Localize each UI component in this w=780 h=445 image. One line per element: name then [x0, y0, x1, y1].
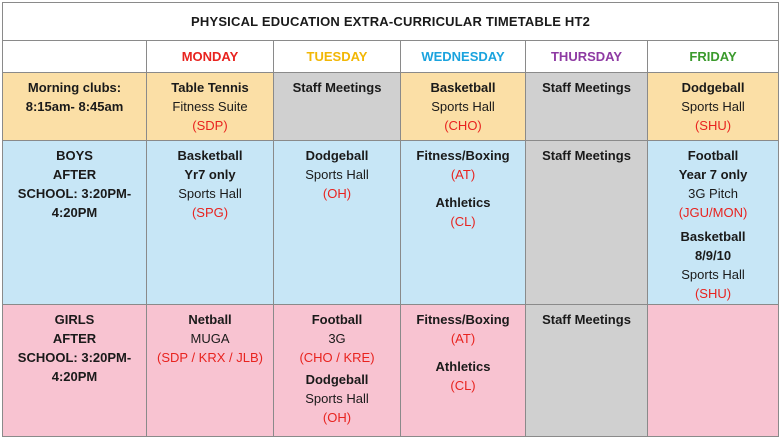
- day-header-monday: MONDAY: [146, 40, 274, 73]
- activity-name: Athletics: [435, 195, 491, 210]
- label-line: BOYS: [56, 148, 93, 163]
- label-line: GIRLS: [54, 312, 95, 327]
- label-line: SCHOOL: 3:20PM-: [17, 186, 132, 201]
- venue: Sports Hall: [178, 186, 242, 201]
- cell-boys-wednesday: Fitness/Boxing (AT) Athletics (CL): [400, 140, 526, 305]
- cell-girls-thursday: Staff Meetings: [525, 304, 648, 437]
- label-line: AFTER: [52, 167, 97, 182]
- row-label-morning: Morning clubs: 8:15am- 8:45am: [2, 72, 147, 141]
- label-line: Morning clubs:: [27, 80, 122, 95]
- activity-detail: 8/9/10: [694, 248, 732, 263]
- staff-code: (CL): [450, 378, 476, 393]
- cell-girls-tuesday: Football 3G (CHO / KRE) Dodgeball Sports…: [273, 304, 401, 437]
- staff-code: (CHO / KRE): [299, 350, 375, 365]
- venue: 3G Pitch: [688, 186, 738, 201]
- cell-morning-tuesday: Staff Meetings: [273, 72, 401, 141]
- cell-boys-monday: Basketball Yr7 only Sports Hall (SPG): [146, 140, 274, 305]
- venue: Fitness Suite: [172, 99, 248, 114]
- activity-name: Fitness/Boxing: [416, 312, 510, 327]
- girls-row: GIRLS AFTER SCHOOL: 3:20PM- 4:20PM Netba…: [2, 304, 780, 437]
- label-line: 4:20PM: [51, 205, 98, 220]
- activity-name: Staff Meetings: [542, 80, 631, 95]
- corner-cell: [2, 40, 147, 73]
- activity-name: Basketball: [680, 229, 746, 244]
- staff-code: (JGU/MON): [678, 205, 748, 220]
- title-row: PHYSICAL EDUCATION EXTRA-CURRICULAR TIME…: [1, 2, 780, 41]
- activity-name: Fitness/Boxing: [416, 148, 510, 163]
- staff-code: (SPG): [191, 205, 229, 220]
- activity-detail: Yr7 only: [184, 167, 236, 182]
- venue: Sports Hall: [305, 391, 369, 406]
- page-title: PHYSICAL EDUCATION EXTRA-CURRICULAR TIME…: [1, 2, 780, 41]
- cell-girls-friday: [646, 304, 780, 437]
- row-label-girls: GIRLS AFTER SCHOOL: 3:20PM- 4:20PM: [2, 304, 147, 437]
- day-header-tuesday: TUESDAY: [273, 40, 401, 73]
- morning-row: Morning clubs: 8:15am- 8:45am Table Tenn…: [2, 72, 780, 141]
- activity-name: Dodgeball: [681, 80, 745, 95]
- cell-morning-friday: Dodgeball Sports Hall (SHU): [646, 72, 780, 141]
- activity-name: Basketball: [430, 80, 496, 95]
- boys-row: BOYS AFTER SCHOOL: 3:20PM- 4:20PM Basket…: [2, 140, 780, 305]
- day-header-friday: FRIDAY: [646, 40, 780, 73]
- venue: MUGA: [190, 331, 230, 346]
- day-header-thursday: THURSDAY: [525, 40, 648, 73]
- venue: Sports Hall: [681, 99, 745, 114]
- label-line: 8:15am- 8:45am: [25, 99, 124, 114]
- spacer: [401, 348, 525, 357]
- staff-code: (AT): [450, 167, 476, 182]
- staff-code: (AT): [450, 331, 476, 346]
- staff-code: (SDP): [192, 118, 228, 133]
- activity-name: Football: [687, 148, 739, 163]
- label-line: AFTER: [52, 331, 97, 346]
- timetable: PHYSICAL EDUCATION EXTRA-CURRICULAR TIME…: [1, 2, 780, 437]
- day-header-row: MONDAY TUESDAY WEDNESDAY THURSDAY FRIDAY: [2, 40, 780, 73]
- staff-code: (CHO): [444, 118, 482, 133]
- cell-morning-wednesday: Basketball Sports Hall (CHO): [400, 72, 526, 141]
- staff-code: (CL): [450, 214, 476, 229]
- activity-name: Athletics: [435, 359, 491, 374]
- activity-name: Table Tennis: [171, 80, 249, 95]
- staff-code: (SHU): [694, 286, 732, 301]
- activity-name: Staff Meetings: [542, 148, 631, 163]
- row-label-boys: BOYS AFTER SCHOOL: 3:20PM- 4:20PM: [2, 140, 147, 305]
- day-header-wednesday: WEDNESDAY: [400, 40, 526, 73]
- venue: Sports Hall: [305, 167, 369, 182]
- cell-morning-thursday: Staff Meetings: [525, 72, 648, 141]
- label-line: SCHOOL: 3:20PM-: [17, 350, 132, 365]
- cell-girls-monday: Netball MUGA (SDP / KRX / JLB): [146, 304, 274, 437]
- activity-name: Staff Meetings: [292, 80, 382, 95]
- cell-girls-wednesday: Fitness/Boxing (AT) Athletics (CL): [400, 304, 526, 437]
- cell-boys-tuesday: Dodgeball Sports Hall (OH): [273, 140, 401, 305]
- staff-code: (SHU): [694, 118, 732, 133]
- spacer: [401, 184, 525, 193]
- cell-morning-monday: Table Tennis Fitness Suite (SDP): [146, 72, 274, 141]
- venue: Sports Hall: [681, 267, 745, 282]
- cell-boys-thursday: Staff Meetings: [525, 140, 648, 305]
- venue: Sports Hall: [431, 99, 495, 114]
- activity-detail: Year 7 only: [678, 167, 748, 182]
- activity-name: Netball: [188, 312, 232, 327]
- staff-code: (OH): [322, 410, 352, 425]
- activity-name: Dodgeball: [305, 372, 369, 387]
- label-line: 4:20PM: [51, 369, 98, 384]
- staff-code: (SDP / KRX / JLB): [157, 350, 263, 365]
- activity-name: Basketball: [177, 148, 243, 163]
- activity-name: Dodgeball: [305, 148, 369, 163]
- staff-code: (OH): [322, 186, 352, 201]
- activity-name: Staff Meetings: [542, 312, 631, 327]
- venue: 3G: [328, 331, 346, 346]
- cell-boys-friday: Football Year 7 only 3G Pitch (JGU/MON) …: [646, 140, 780, 305]
- activity-name: Football: [311, 312, 363, 327]
